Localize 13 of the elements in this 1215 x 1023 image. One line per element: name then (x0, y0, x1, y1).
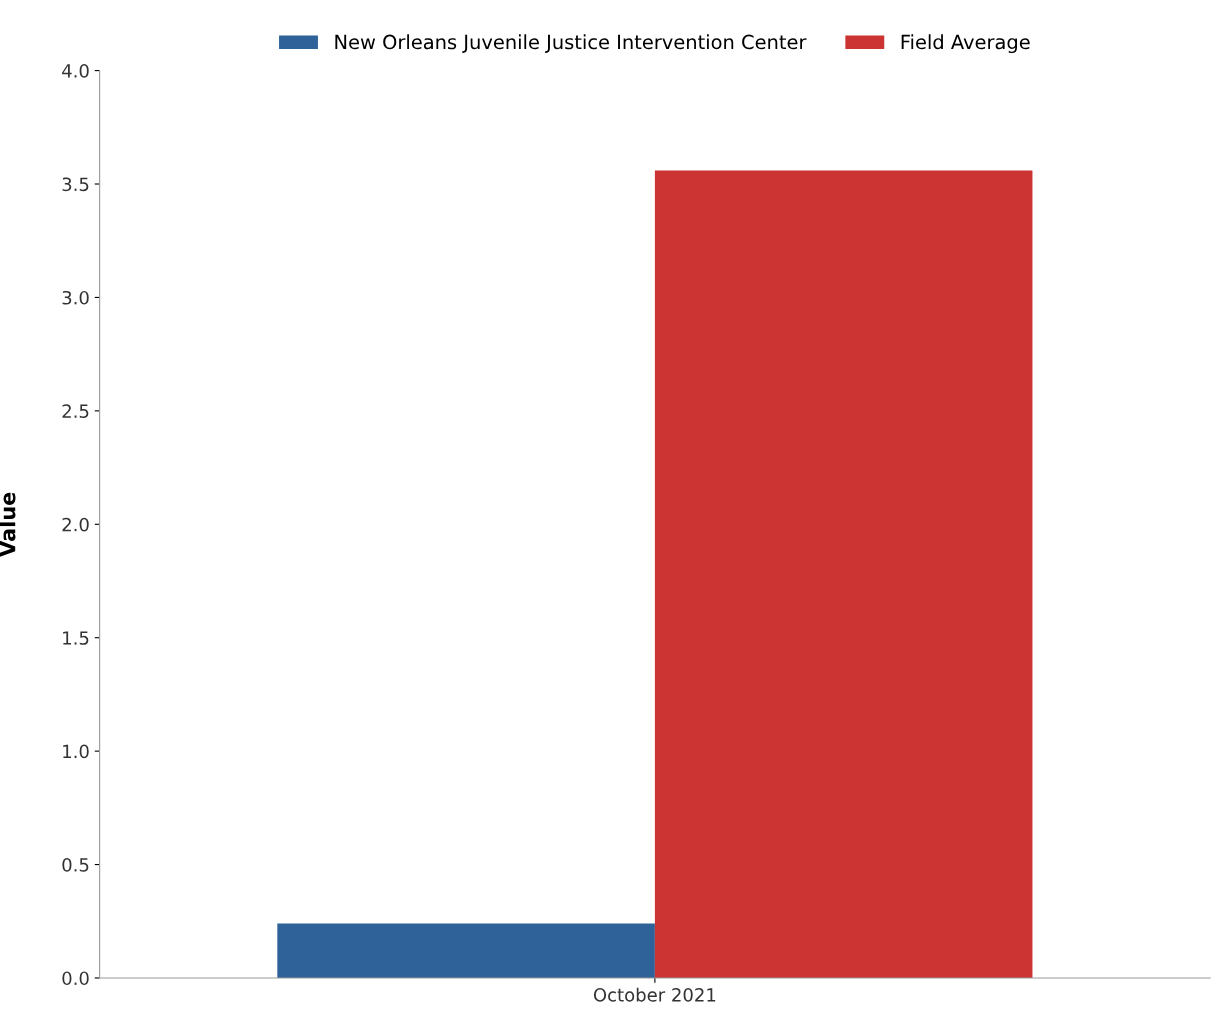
y-tick-label: 3.0 (62, 290, 89, 305)
legend-label: Field Average (901, 34, 1030, 54)
y-tick-label: 0.5 (62, 858, 89, 872)
y-tick-label: 4.0 (62, 64, 89, 78)
y-tick-label: 0.0 (62, 971, 89, 986)
y-tick-label: 1.5 (63, 631, 89, 645)
y-tick-label: 1.0 (63, 744, 89, 759)
y-tick-label: 2.0 (62, 517, 89, 532)
y-tick-label: 2.5 (62, 404, 89, 418)
y-axis-title: Value (0, 492, 16, 557)
legend-label: New Orleans Juvenile Justice Intervention Center (335, 34, 807, 53)
y-tick-label: 3.5 (62, 177, 89, 192)
x-tick-label: October 2021 (593, 987, 716, 1002)
